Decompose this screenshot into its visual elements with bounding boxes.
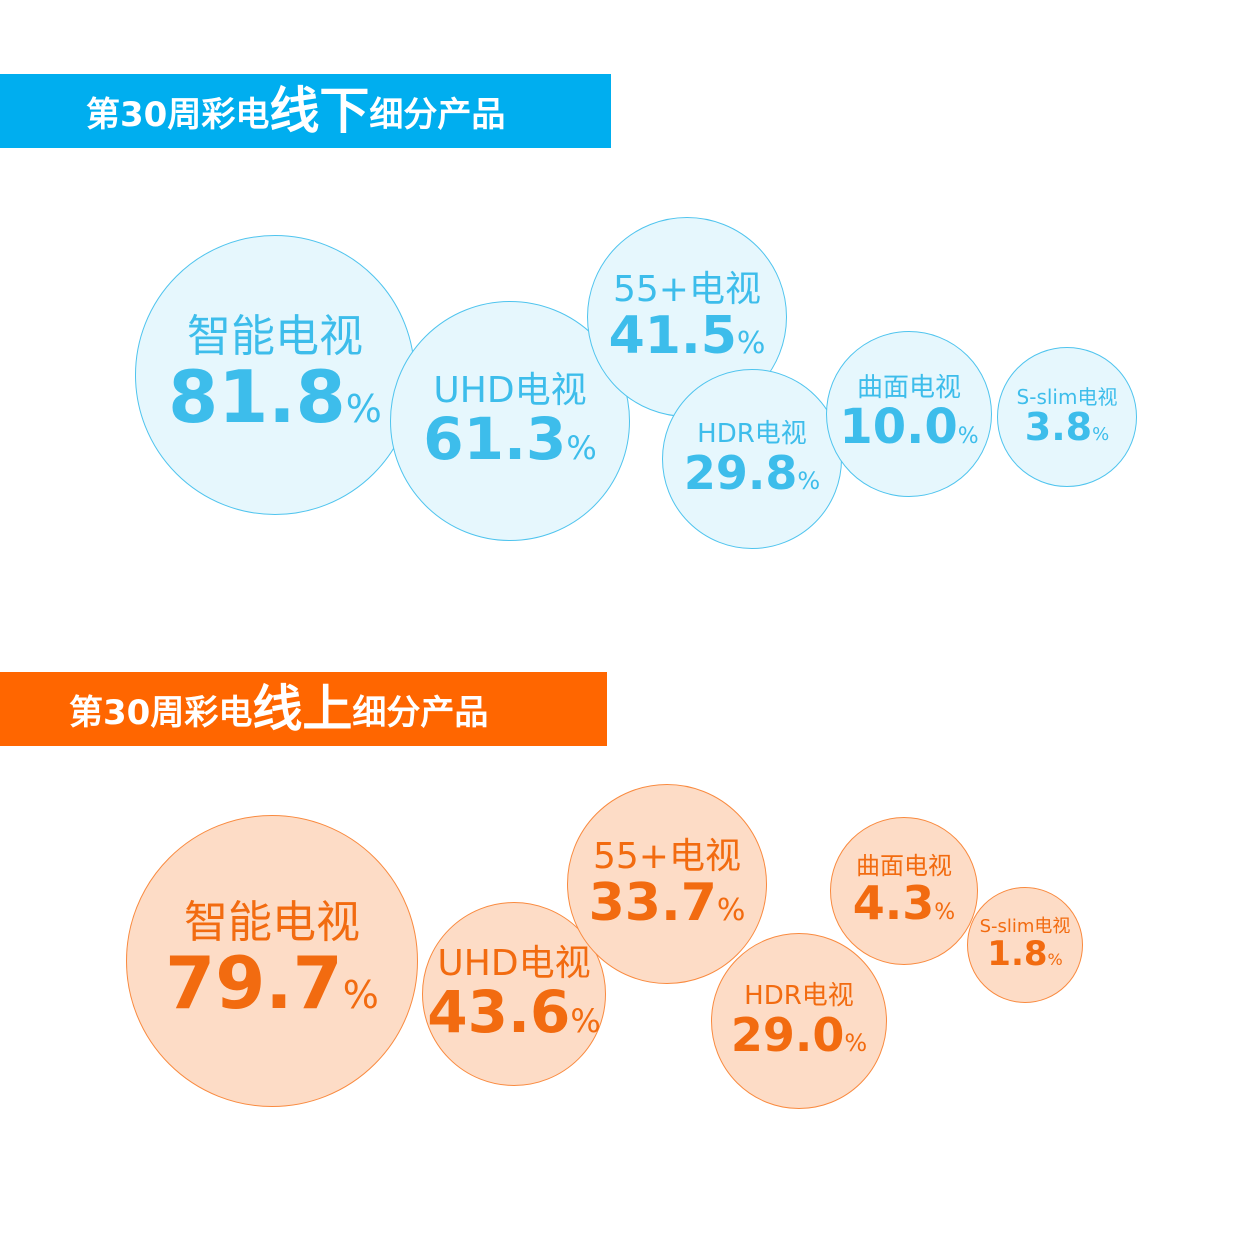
bubble-smart-tv: 智能电视 79.7% xyxy=(126,815,418,1107)
percent-sign: % xyxy=(736,325,766,361)
bubble-category-label: S-slim电视 xyxy=(1016,384,1118,409)
percent-sign: % xyxy=(566,429,597,468)
bubble-hdr-tv: HDR电视 29.0% xyxy=(711,933,887,1109)
percent-sign: % xyxy=(934,900,956,926)
bubble-value-number: 79.7 xyxy=(165,941,343,1026)
bubble-value-number: 33.7 xyxy=(588,872,717,933)
bubble-value-label: 10.0% xyxy=(839,402,978,452)
banner-prefix: 第30周彩电 xyxy=(69,692,253,733)
bubble-value-label: 61.3% xyxy=(423,409,597,470)
banner-suffix: 细分产品 xyxy=(352,692,489,733)
bubble-category-label: S-slim电视 xyxy=(979,915,1071,937)
bubble-curved-tv: 曲面电视 10.0% xyxy=(826,331,992,497)
bubble-value-label: 4.3% xyxy=(853,879,955,927)
banner-suffix: 细分产品 xyxy=(369,94,506,135)
bubble-value-number: 81.8 xyxy=(168,355,346,440)
bubble-uhd-tv: UHD电视 43.6% xyxy=(422,902,606,1086)
bubble-category-label: HDR电视 xyxy=(744,981,854,1012)
bubble-value-number: 3.8 xyxy=(1024,404,1093,449)
percent-sign: % xyxy=(1092,423,1110,445)
banner-emphasis: 线下 xyxy=(269,82,370,140)
bubble-value-number: 61.3 xyxy=(423,405,567,474)
bubble-value-label: 81.8% xyxy=(168,359,382,436)
bubble-value-label: 33.7% xyxy=(588,872,746,933)
bubble-value-label: 41.5% xyxy=(608,305,766,366)
bubble-category-label: 智能电视 xyxy=(187,311,363,363)
bubble-value-number: 1.8 xyxy=(987,933,1048,974)
bubble-value-number: 41.5 xyxy=(608,305,737,366)
percent-sign: % xyxy=(1047,949,1063,969)
percent-sign: % xyxy=(342,973,379,1018)
bubble-category-label: 55+电视 xyxy=(593,835,741,877)
bubble-value-number: 4.3 xyxy=(852,876,935,931)
percent-sign: % xyxy=(844,1028,868,1057)
bubble-category-label: UHD电视 xyxy=(437,942,591,984)
bubble-value-label: 43.6% xyxy=(427,982,601,1043)
bubble-smart-tv: 智能电视 81.8% xyxy=(135,235,415,515)
percent-sign: % xyxy=(570,1002,601,1041)
bubble-category-label: 曲面电视 xyxy=(856,852,952,881)
bubble-value-number: 29.8 xyxy=(683,445,798,500)
bubble-value-label: 3.8% xyxy=(1024,404,1110,449)
bubble-value-number: 29.0 xyxy=(730,1007,845,1062)
percent-sign: % xyxy=(797,466,821,495)
bubble-category-label: UHD电视 xyxy=(433,369,587,411)
bubble-s-slim-tv: S-slim电视 3.8% xyxy=(997,347,1137,487)
offline-section-banner: 第30周彩电 线下 细分产品 xyxy=(0,74,611,148)
bubble-value-label: 29.8% xyxy=(683,445,821,500)
bubble-curved-tv: 曲面电视 4.3% xyxy=(830,817,978,965)
banner-emphasis: 线上 xyxy=(252,680,353,738)
bubble-category-label: 曲面电视 xyxy=(856,373,961,404)
bubble-category-label: 55+电视 xyxy=(613,268,761,310)
percent-sign: % xyxy=(957,424,979,450)
banner-prefix: 第30周彩电 xyxy=(86,94,270,135)
bubble-value-label: 79.7% xyxy=(165,945,379,1022)
bubble-value-label: 29.0% xyxy=(730,1007,868,1062)
bubble-hdr-tv: HDR电视 29.8% xyxy=(662,369,842,549)
percent-sign: % xyxy=(345,387,382,432)
bubble-value-number: 43.6 xyxy=(427,978,571,1047)
bubble-55plus-tv: 55+电视 33.7% xyxy=(567,784,767,984)
bubble-value-label: 1.8% xyxy=(987,933,1063,974)
online-section-banner: 第30周彩电 线上 细分产品 xyxy=(0,672,607,746)
bubble-category-label: 智能电视 xyxy=(184,897,360,949)
bubble-s-slim-tv: S-slim电视 1.8% xyxy=(967,887,1083,1003)
bubble-category-label: HDR电视 xyxy=(697,419,807,450)
bubble-value-number: 10.0 xyxy=(839,399,958,456)
percent-sign: % xyxy=(716,892,746,928)
